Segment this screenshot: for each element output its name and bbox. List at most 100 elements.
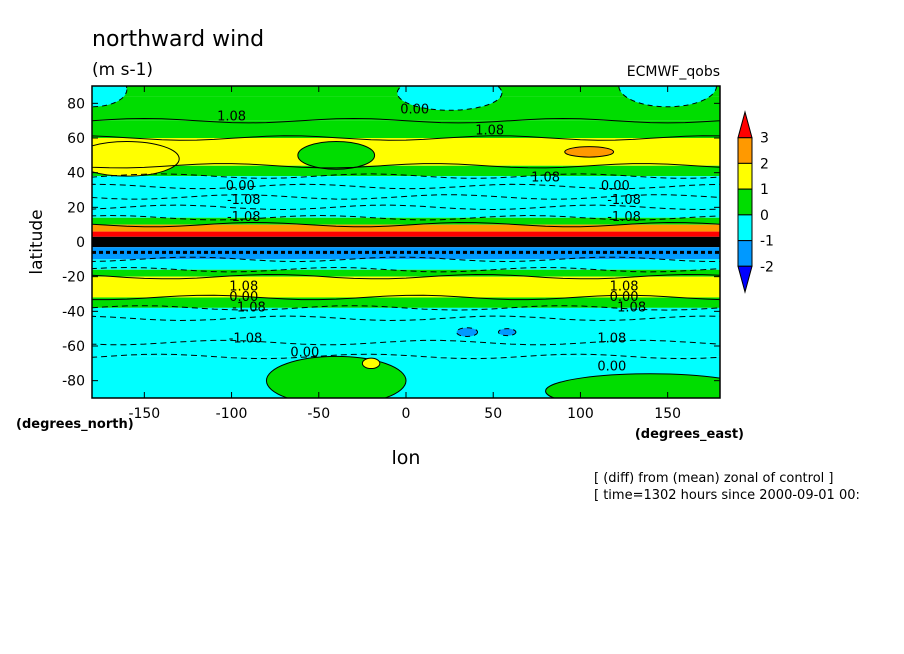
y-tick-label-4: 0 [76,235,85,251]
contour-label-7: -1.08 [607,193,641,208]
yellow-blob-south [361,357,381,370]
chart-title: northward wind [92,27,264,52]
model-label: ECMWF_qobs [627,64,720,80]
contour-line-11 [92,273,720,280]
band-3 [92,138,720,166]
x-tick-label-4: 50 [484,406,502,422]
contour-label-13: -1.08 [232,300,266,315]
cyan-blob-north-east [618,86,717,108]
contour-line-12 [92,294,720,301]
colorbar-segment-6 [737,265,753,294]
orange-blob-north [564,146,615,158]
colorbar: 3 2 1 0 -1 -2 [737,110,774,294]
contour-label-8: -1.08 [227,210,261,225]
contour-line-0 [92,117,720,124]
colorbar-label-2: 1 [760,182,769,198]
footer-line-1: [ (diff) from (mean) zonal of control ] [594,471,833,486]
colorbar-segment-0 [737,110,753,139]
contour-label-10: 1.08 [229,280,258,295]
colorbar-segment-1 [737,137,753,164]
yellow-blob-north-west [92,140,180,177]
blue-blob-mid-south-2 [497,328,517,337]
band-10 [92,247,720,260]
contour-label-19: 0.00 [597,359,626,374]
y-tick-label-8: 80 [67,96,85,112]
contour-line-10 [92,266,720,273]
colorbar-label-4: -1 [760,234,774,250]
x-tick-label-6: 150 [654,406,681,422]
contour-features [92,86,720,398]
y-tick-label-2: -40 [62,304,85,320]
contour-label-6: 0.00 [601,179,630,194]
band-9 [92,236,720,248]
y-tick-label-3: -20 [62,270,85,286]
x-axis: -150 -100 -50 0 50 100 150 [128,86,681,422]
contour-label-4: 0.00 [226,179,255,194]
band-13 [92,276,720,298]
contour-label-5: -1.08 [227,193,261,208]
contour-line-2 [92,163,720,169]
colorbar-label-3: 0 [760,208,769,224]
green-blob-south-east [545,373,720,398]
cyan-blob-north-center [396,86,503,111]
contour-label-15: -1.08 [612,300,646,315]
x-tick-label-0: -150 [128,406,160,422]
y-axis: -80 -60 -40 -20 0 20 40 60 80 [62,96,720,390]
colorbar-segment-4 [737,214,753,242]
contour-line-7 [92,214,720,221]
band-5 [92,176,720,218]
green-gap-north [297,140,376,170]
x-axis-title: lon [392,447,421,469]
contour-line-1 [92,135,720,141]
contour-line-14 [92,315,720,322]
contour-label-14: 0.00 [610,290,639,305]
contour-line-3 [92,173,720,179]
contour-line-5 [92,194,720,200]
band-7 [92,224,720,232]
contour-line-4 [92,183,720,190]
colorbar-segment-2 [737,162,753,190]
y-tick-label-5: 20 [67,200,85,216]
y-tick-label-1: -60 [62,339,85,355]
contour-line-6 [92,204,720,211]
y-unit-label: (degrees_north) [16,417,134,432]
contour-line-15 [92,339,720,346]
contour-label-11: 1.08 [610,280,639,295]
x-unit-label: (degrees_east) [635,427,744,442]
band-6 [92,217,720,225]
contour-line-13 [92,305,720,311]
colorbar-segment-5 [737,240,753,267]
band-4 [92,165,720,177]
contour-labels: 0.001.081.081.080.00-1.080.00-1.08-1.08-… [217,103,646,375]
band-15 [92,307,720,343]
x-tick-label-3: 0 [402,406,411,422]
y-tick-label-6: 40 [67,166,85,182]
y-tick-label-7: 60 [67,131,85,147]
x-tick-label-5: 100 [567,406,594,422]
colorbar-segment-3 [737,188,753,216]
contour-label-16: -1.08 [229,332,263,347]
x-tick-label-1: -100 [216,406,248,422]
band-2 [92,120,720,138]
contour-label-12: 0.00 [229,290,258,305]
contour-label-2: 1.08 [475,124,504,139]
cyan-blob-north-west [92,86,128,108]
band-16 [92,342,720,357]
y-tick-label-0: -80 [62,374,85,390]
chart-subtitle: (m s-1) [92,60,153,80]
band-12 [92,269,720,277]
contour-line-16 [92,353,720,360]
contour-line-8 [92,221,720,228]
colorbar-label-5: -2 [760,259,774,275]
blue-blob-mid-south [456,327,479,337]
contour-label-3: 1.08 [531,170,560,185]
x-tick-label-2: -50 [307,406,330,422]
colorbar-label-1: 2 [760,156,769,172]
y-axis-title: latitude [27,209,47,274]
contour-line-9 [92,256,720,263]
contour-label-9: -1.08 [607,210,641,225]
band-14 [92,297,720,308]
contour-label-17: 1.08 [597,332,626,347]
band-11 [92,259,720,270]
